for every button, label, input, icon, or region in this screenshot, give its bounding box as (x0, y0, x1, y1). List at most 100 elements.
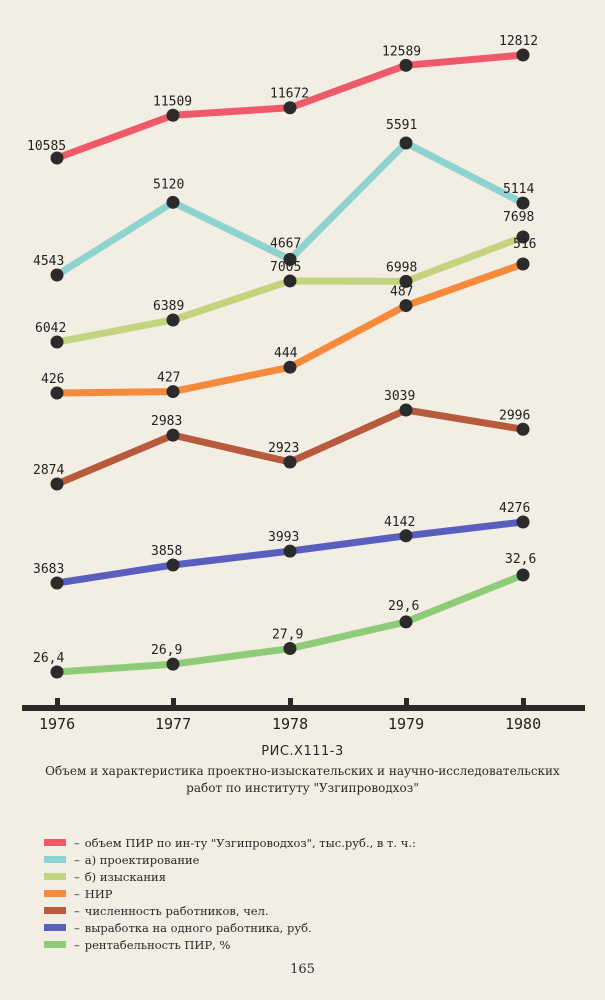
x-tick (55, 698, 60, 707)
data-point (166, 428, 180, 442)
data-label: 487 (390, 285, 413, 300)
data-point (283, 455, 297, 469)
data-point (166, 108, 180, 122)
data-point (166, 385, 180, 399)
x-tick-label: 1980 (505, 715, 541, 733)
data-label: 4543 (33, 254, 64, 269)
x-tick (404, 698, 409, 707)
data-point (516, 422, 530, 436)
data-label: 516 (513, 237, 536, 252)
data-point (166, 313, 180, 327)
data-point (516, 230, 530, 244)
data-label: 3683 (33, 562, 64, 577)
data-point (50, 665, 64, 679)
legend-item: – б) изыскания (44, 868, 564, 885)
data-label: 10585 (27, 139, 66, 154)
legend-swatch (44, 924, 66, 931)
data-point (399, 403, 413, 417)
x-tick (288, 698, 293, 707)
data-label: 11672 (270, 87, 309, 102)
data-label: 2874 (33, 463, 64, 478)
legend-item: – объем ПИР по ин-ту "Узгипроводхоз", ты… (44, 834, 564, 851)
data-point (50, 335, 64, 349)
data-point (50, 151, 64, 165)
data-label: 11509 (153, 94, 192, 109)
x-tick-label: 1979 (388, 715, 424, 733)
data-label: 3858 (151, 544, 182, 559)
data-label: 6389 (153, 299, 184, 314)
legend-label: НИР (84, 886, 113, 901)
data-label: 7698 (503, 210, 534, 225)
data-label: 12589 (382, 44, 421, 59)
legend-item: – а) проектирование (44, 851, 564, 868)
data-point (516, 196, 530, 210)
data-label: 6042 (35, 321, 66, 336)
data-label: 26,4 (33, 651, 64, 666)
legend-dash: – (74, 852, 80, 867)
page-number: 165 (290, 962, 315, 977)
data-label: 2923 (268, 441, 299, 456)
data-point (283, 544, 297, 558)
data-point (283, 360, 297, 374)
data-point (166, 657, 180, 671)
legend-label: численность работников, чел. (84, 903, 269, 918)
x-tick-label: 1977 (155, 715, 191, 733)
data-label: 4276 (499, 501, 530, 516)
data-label: 27,9 (272, 628, 303, 643)
data-point (50, 386, 64, 400)
data-point (283, 274, 297, 288)
legend-swatch (44, 873, 66, 880)
data-point (516, 257, 530, 271)
legend-label: б) изыскания (84, 869, 166, 884)
data-label: 4142 (384, 515, 415, 530)
data-label: 5591 (386, 118, 417, 133)
data-point (50, 268, 64, 282)
data-point (166, 195, 180, 209)
data-label: 2996 (499, 408, 530, 423)
legend-label: выработка на одного работника, руб. (84, 920, 312, 935)
x-tick-label: 1978 (272, 715, 308, 733)
legend: – объем ПИР по ин-ту "Узгипроводхоз", ты… (44, 834, 564, 953)
legend-item: – НИР (44, 885, 564, 902)
legend-dash: – (74, 886, 80, 901)
data-point (399, 615, 413, 629)
figure-title: РИС.Х111-3 (261, 744, 344, 759)
legend-dash: – (74, 903, 80, 918)
legend-swatch (44, 839, 66, 846)
data-point (516, 568, 530, 582)
data-label: 5114 (503, 182, 534, 197)
x-tick (171, 698, 176, 707)
legend-swatch (44, 856, 66, 863)
data-point (283, 642, 297, 656)
data-point (399, 274, 413, 288)
data-label: 6998 (386, 260, 417, 275)
data-label: 3993 (268, 530, 299, 545)
data-label: 26,9 (151, 643, 182, 658)
data-label: 5120 (153, 177, 184, 192)
series-line (56, 571, 525, 676)
legend-label: а) проектирование (84, 852, 200, 867)
x-axis (22, 705, 585, 711)
data-point (166, 558, 180, 572)
legend-dash: – (74, 937, 80, 952)
legend-dash: – (74, 835, 80, 850)
legend-item: – выработка на одного работника, руб. (44, 919, 564, 936)
legend-item: – рентабельность ПИР, % (44, 936, 564, 953)
legend-dash: – (74, 920, 80, 935)
data-label: 2983 (151, 414, 182, 429)
data-point (399, 299, 413, 313)
data-point (516, 48, 530, 62)
data-point (50, 576, 64, 590)
data-label: 7005 (270, 260, 301, 275)
legend-swatch (44, 941, 66, 948)
legend-dash: – (74, 869, 80, 884)
data-point (283, 101, 297, 115)
data-label: 4667 (270, 236, 301, 251)
data-label: 29,6 (388, 599, 419, 614)
data-label: 32,6 (505, 552, 536, 567)
data-label: 426 (41, 372, 64, 387)
x-tick-label: 1976 (39, 715, 75, 733)
data-label: 427 (157, 371, 180, 386)
line-chart: 10585 11509 11672 12589 12812 4543 5120 4667 559… (22, 34, 585, 733)
data-point (283, 252, 297, 266)
